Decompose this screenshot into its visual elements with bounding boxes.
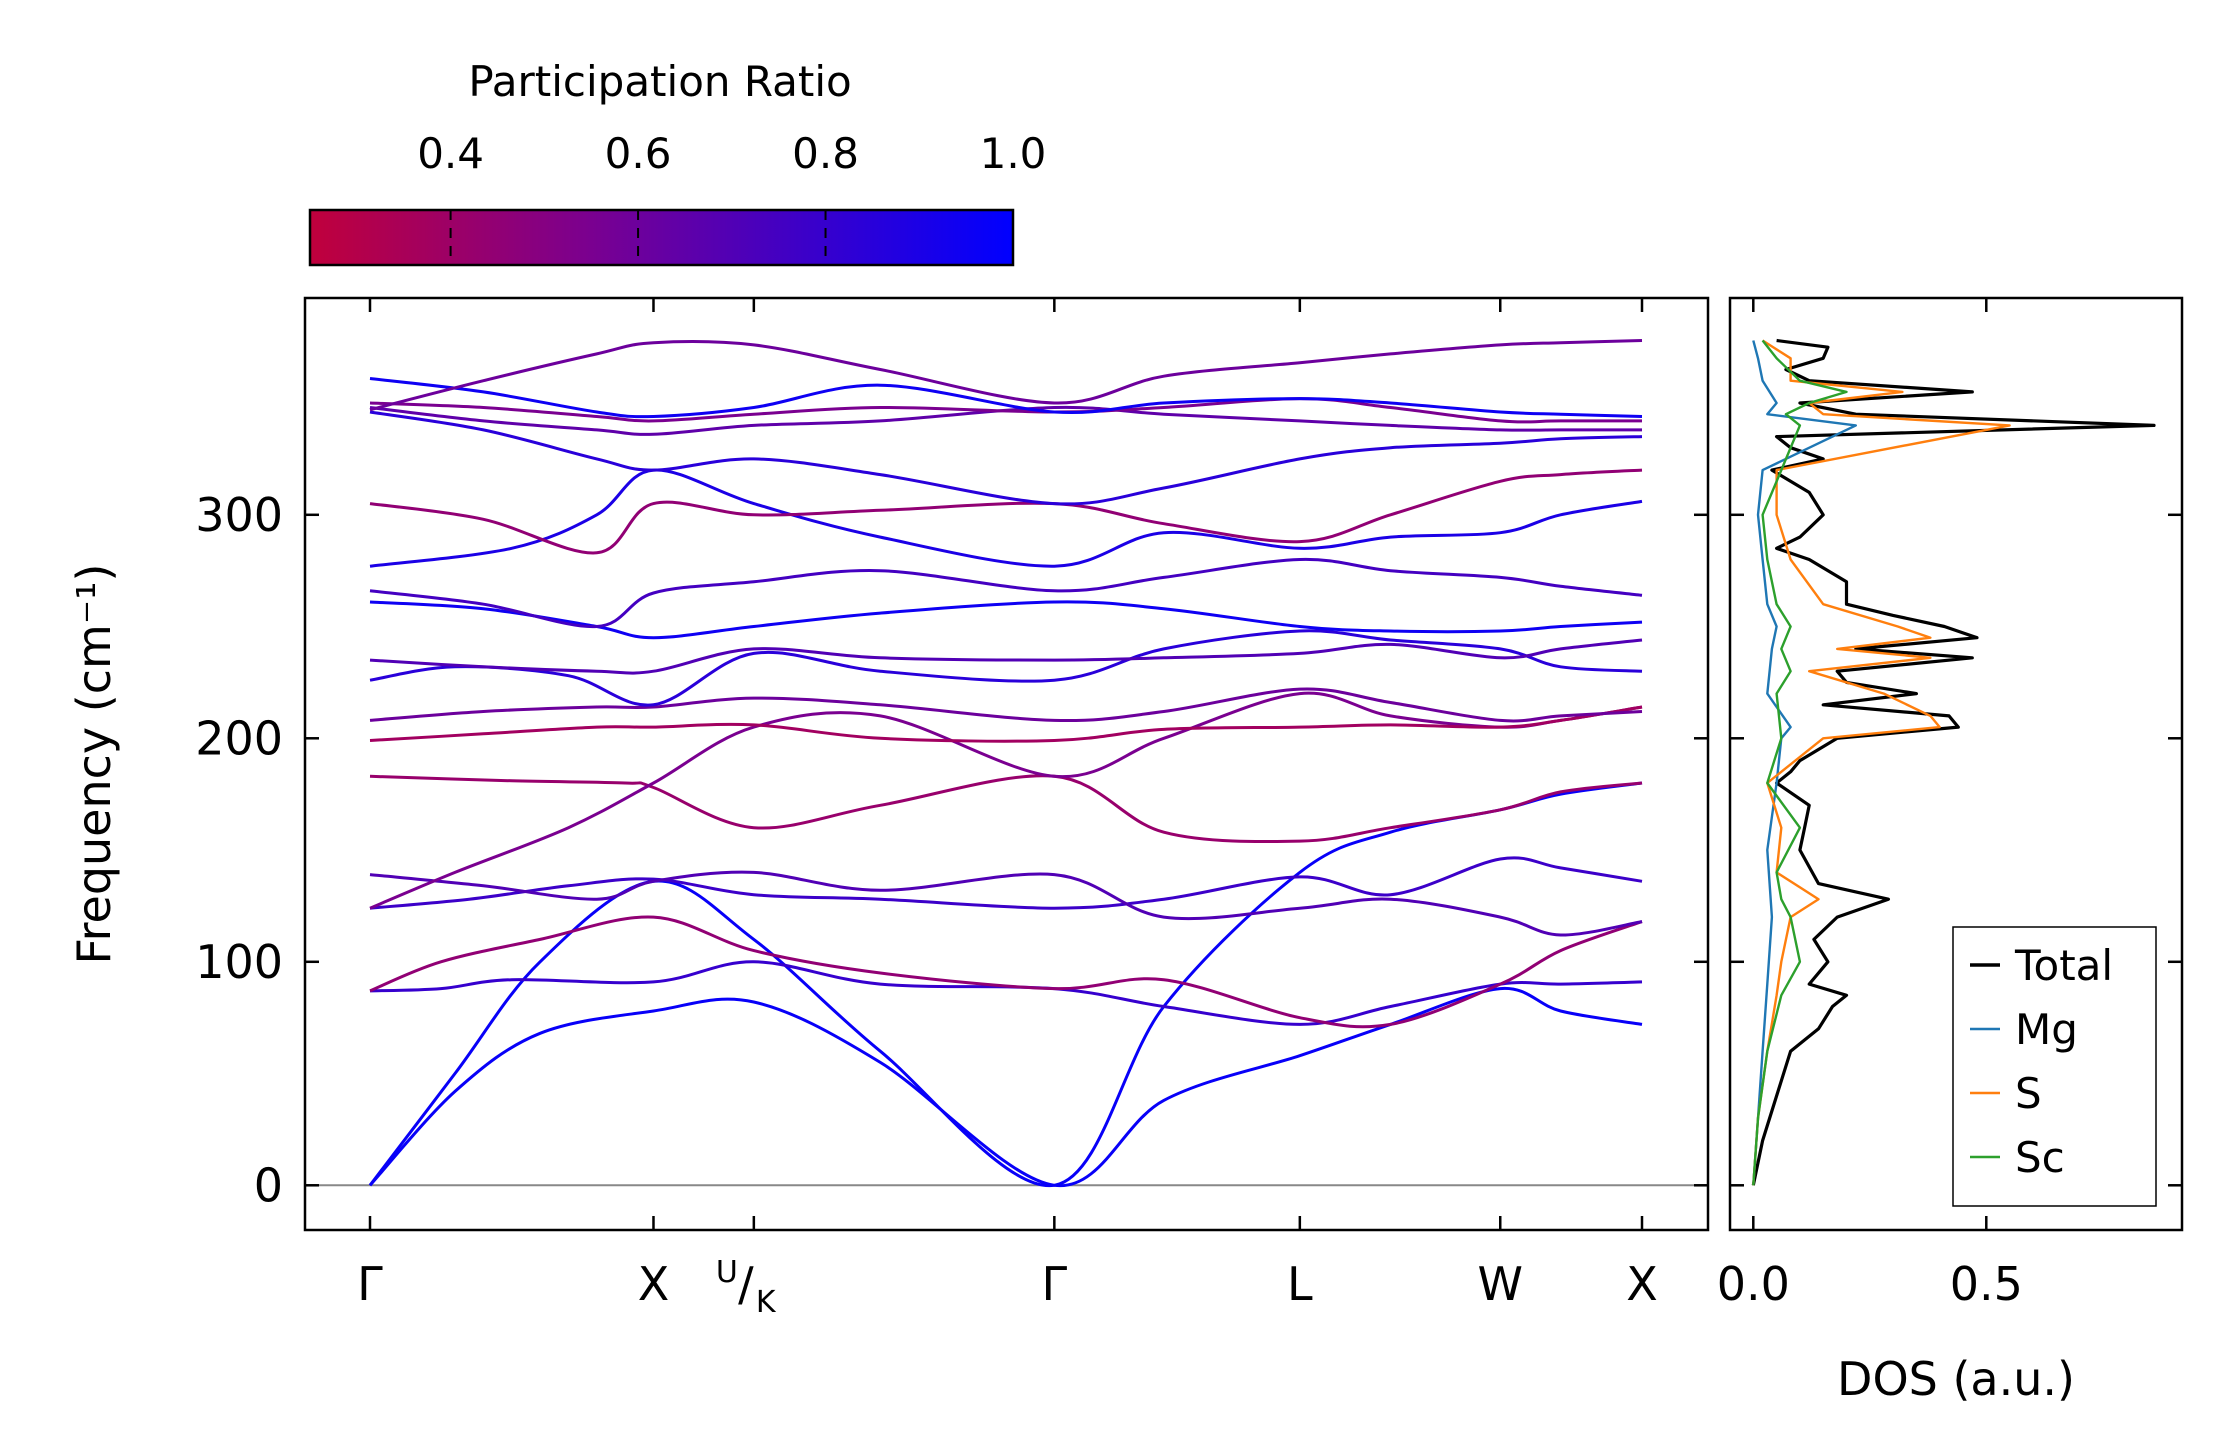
x-tick-label-num: U — [716, 1255, 738, 1290]
colorbar-tick-label: 0.8 — [792, 129, 859, 178]
phonon-band-b21 — [369, 339, 1643, 412]
phonon-band-b5 — [369, 856, 1643, 910]
phonon-band-b8 — [369, 691, 1643, 910]
x-tick-label: Γ — [357, 1257, 383, 1311]
x-axis-ticks: Γ X U / K Γ L W X — [357, 298, 1658, 1320]
x-tick-label-compound: U / K — [716, 1255, 777, 1320]
phonon-band-b9 — [369, 705, 1643, 743]
legend-label-mg: Mg — [2015, 1005, 2078, 1054]
dos-axes-frame — [1728, 296, 2184, 1232]
x-tick-label: X — [1626, 1257, 1658, 1311]
dos-panel: 0.0 0.5 DOS (a.u.) Total Mg S Sc — [1717, 296, 2184, 1406]
phonon-band-b13 — [369, 600, 1643, 640]
phonon-band-b6 — [369, 870, 1643, 937]
dos-axis-ticks: 0.0 0.5 — [1717, 298, 2182, 1311]
phonon-band-b3 — [369, 960, 1643, 1026]
phonon-band-b16 — [369, 468, 1643, 555]
x-tick-label-slash: / — [738, 1257, 754, 1311]
colorbar-tick-label: 1.0 — [980, 129, 1047, 178]
dos-x-tick-label: 0.0 — [1717, 1257, 1790, 1311]
legend-label-total: Total — [2014, 941, 2113, 990]
y-axis-label: Frequency (cm⁻¹) — [67, 564, 121, 965]
y-tick-label: 300 — [195, 488, 283, 542]
x-tick-label: L — [1287, 1257, 1313, 1311]
legend-label-s: S — [2015, 1069, 2042, 1118]
x-tick-label: Γ — [1042, 1257, 1068, 1311]
legend-label-sc: Sc — [2015, 1133, 2065, 1182]
phonon-band-b2 — [368, 781, 1643, 1187]
dos-line-sc — [1752, 339, 1848, 1186]
phonon-band-b15 — [369, 468, 1643, 568]
y-tick-label: 100 — [195, 935, 283, 989]
phonon-band-b11 — [369, 629, 1643, 707]
x-tick-label: X — [638, 1257, 670, 1311]
phonon-band-b18 — [369, 405, 1642, 436]
y-tick-label: 200 — [195, 711, 283, 765]
dos-line-total — [1751, 338, 2156, 1186]
dos-curves — [1751, 338, 2156, 1186]
colorbar — [308, 208, 1015, 267]
colorbar-tick-labels: 0.4 0.6 0.8 1.0 — [417, 129, 1046, 178]
phonon-band-b19 — [369, 397, 1642, 424]
colorbar-tick-label: 0.4 — [417, 129, 484, 178]
colorbar-title: Participation Ratio — [468, 57, 851, 106]
main-axes-frame — [303, 296, 1710, 1232]
x-tick-label-den: K — [756, 1285, 777, 1320]
phonon-band-b12 — [369, 638, 1643, 675]
phonon-bands — [368, 339, 1643, 1187]
colorbar-tick-label: 0.6 — [605, 129, 672, 178]
phonon-band-b14 — [369, 557, 1643, 629]
colorbar-ticks — [449, 210, 827, 265]
y-tick-label: 0 — [254, 1158, 283, 1212]
dos-line-mg — [1752, 340, 1857, 1186]
phonon-band-b10 — [369, 687, 1643, 723]
phonon-band-b1 — [368, 987, 1643, 1187]
legend-box — [1952, 926, 2157, 1207]
dos-x-axis-label: DOS (a.u.) — [1837, 1352, 2075, 1406]
x-tick-label: W — [1478, 1257, 1523, 1311]
dos-legend: Total Mg S Sc — [1952, 926, 2157, 1207]
y-axis-ticks: 0 100 200 300 — [195, 488, 1708, 1212]
band-structure-panel: 0 100 200 300 Γ X U / K Γ L W X — [195, 296, 1710, 1320]
dos-line-s — [1752, 339, 2011, 1186]
phonon-band-b17 — [369, 410, 1643, 506]
phonon-band-b4 — [369, 915, 1643, 1029]
dos-x-tick-label: 0.5 — [1950, 1257, 2023, 1311]
phonon-band-b20 — [369, 377, 1643, 419]
